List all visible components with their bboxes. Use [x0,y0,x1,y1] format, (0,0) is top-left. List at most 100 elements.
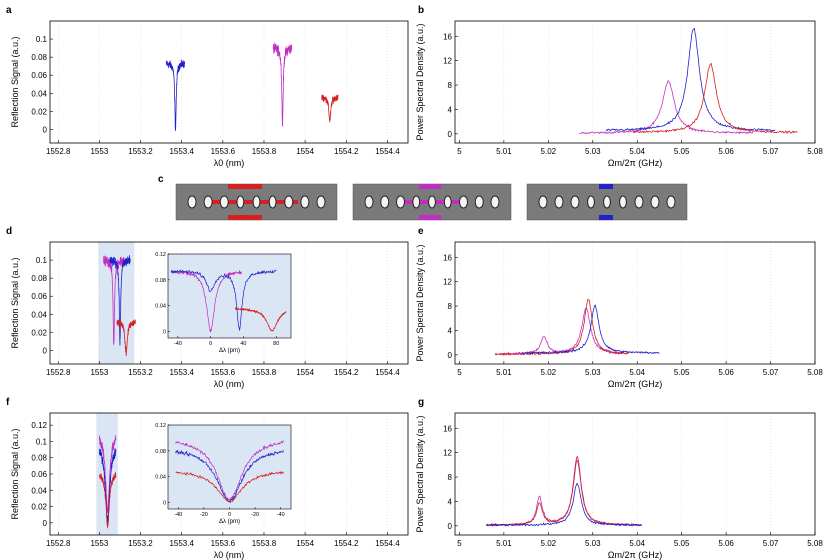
panel-f-inset-series-magenta [175,440,284,501]
panel-d-xtick-label: 1552.8 [46,368,71,377]
panel-b-ytick-label: 0 [448,130,453,139]
panel-d-xtick-label: 1554 [296,368,314,377]
panel-b-ylabel: Power Spectral Density (a.u.) [415,23,425,140]
panel-d-inset-series-red [234,307,287,332]
panel-g-frame [454,412,816,536]
panel-d-inset-frame [167,253,292,339]
cavity-red-top-band [228,184,262,189]
cavity-blue-hole [666,195,676,209]
panel-d-inset-xlabel: Δλ (pm) [219,348,240,354]
cavity-red-hole [268,195,277,209]
cavity-blue-hole [570,195,580,209]
panel-f-xtick-label: 1553.6 [211,539,236,548]
panel-letter-c: c [158,174,164,185]
panel-g-xlabel: Ωm/2π (GHz) [608,550,662,560]
cavity-red-hole [316,195,326,209]
panel-a-ytick-label: 0.06 [31,71,47,80]
panel-a-ylabel: Reflection Signal (a.u.) [10,36,20,127]
panel-a-ytick-label: 0.08 [31,53,47,62]
panel-f-ytick-label: 0.06 [31,470,47,479]
panel-letter-e: e [418,226,424,237]
panel-g-xtick-label: 5 [457,539,462,548]
panel-letter-f: f [6,397,10,408]
panel-f-ytick-label: 0.04 [31,486,47,495]
panel-b-xtick-label: 5 [457,147,462,156]
cavity-magenta-hole [380,195,390,209]
panel-a-xtick-label: 1553.6 [211,147,236,156]
panel-b-xlabel: Ωm/2π (GHz) [608,158,662,168]
panel-d-frame [49,241,409,365]
panel-d-series-red [116,319,136,357]
panel-b-series-magenta [579,80,754,135]
panel-b-xtick-label: 5.04 [629,147,645,156]
panel-b-ytick-label: 8 [448,81,453,90]
cavity-magenta-hole [428,195,436,209]
cavity-red-hole [203,195,213,209]
panel-f-ytick-label: 0.12 [31,421,47,430]
panel-e-ylabel: Power Spectral Density (a.u.) [415,244,425,361]
panel-d-xtick-label: 1554.2 [334,368,359,377]
panel-e-ytick-label: 12 [443,278,452,287]
panel-a-series-blue [165,59,186,132]
panel-a-xtick-label: 1554.2 [334,147,359,156]
panel-b-xtick-label: 5.01 [496,147,512,156]
cavity-red-hole [187,195,197,209]
panel-e-ytick-label: 4 [448,326,453,335]
cavity-magenta-top-band [419,184,441,189]
panel-g-xtick-label: 5.04 [629,539,645,548]
panel-g-xtick-label: 5.02 [541,539,557,548]
panel-f-xlabel: λ0 (nm) [214,550,245,560]
panel-d-ytick-label: 0.1 [36,256,48,265]
cavity-magenta-bottom-band [419,215,441,220]
panel-a-series-red [321,94,339,123]
panel-a-xlabel: λ0 (nm) [214,158,245,168]
panel-g-ytick-label: 4 [448,497,453,506]
panel-f-frame [49,412,409,536]
panel-d-inset-xtick-label: 80 [273,341,279,347]
panel-f-inset-xtick-label: -20 [251,512,259,518]
panel-f-inset-frame [167,424,292,510]
cavity-blue-hole [634,195,644,209]
panel-e-series-magenta [499,307,625,356]
cavity-magenta-hole [459,195,468,209]
panel-a-xtick-label: 1552.8 [46,147,71,156]
panel-b-xtick-label: 5.03 [585,147,601,156]
panel-a-xtick-label: 1553 [90,147,108,156]
cavity-blue-hole [538,195,548,209]
panel-a-series-magenta [272,42,293,127]
panel-d-inset-series-blue [170,269,277,331]
cavity-images [175,183,688,221]
panel-a-ytick-label: 0.04 [31,89,47,98]
panel-d-xtick-label: 1553.4 [169,368,194,377]
panel-a-xtick-label: 1553.2 [128,147,153,156]
cavity-magenta-hole [364,195,374,209]
panel-b-xtick-label: 5.05 [674,147,690,156]
panel-f-series-blue [98,448,117,527]
panel-g-xtick-label: 5.01 [496,539,512,548]
panel-f-xtick-label: 1553.4 [169,539,194,548]
panel-e-xtick-label: 5.02 [541,368,557,377]
cavity-blue-hole [554,195,564,209]
panel-f-ytick-label: 0.1 [36,437,48,446]
panel-b-series-blue [605,27,776,132]
panel-b-ytick-label: 4 [448,105,453,114]
panel-a-frame [49,20,409,144]
panel-d-inset-xtick-label: 40 [240,341,246,347]
panel-d-series-magenta [103,255,125,345]
panel-d-inset-ytick-label: 0.12 [155,252,166,258]
panel-f-ytick-label: 0 [43,519,48,528]
panel-d-inset-xtick-label: 0 [209,341,212,347]
panel-g-ytick-label: 0 [448,522,453,531]
panel-a-xtick-label: 1554.4 [375,147,400,156]
panel-e-xtick-label: 5.05 [674,368,690,377]
panel-e-xtick-label: 5.04 [629,368,645,377]
panel-b-series-red [632,62,798,134]
panel-d-inset-ytick-label: 0.08 [155,278,166,284]
cavity-red-bottom-band [228,215,262,220]
panel-letter-b: b [418,5,424,16]
panel-g-ytick-label: 16 [443,424,452,433]
panel-letter-g: g [418,397,424,408]
cavity-red-hole [252,195,261,209]
panel-g-xtick-label: 5.05 [674,539,690,548]
panel-letter-d: d [6,226,12,237]
